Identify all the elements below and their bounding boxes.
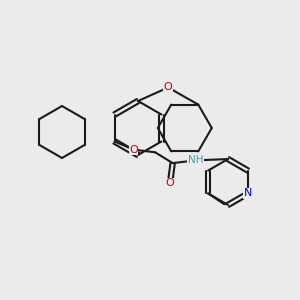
Text: N: N — [244, 188, 252, 199]
Text: O: O — [129, 145, 138, 154]
Text: O: O — [166, 178, 174, 188]
Text: NH: NH — [188, 155, 203, 165]
Text: O: O — [164, 82, 172, 92]
